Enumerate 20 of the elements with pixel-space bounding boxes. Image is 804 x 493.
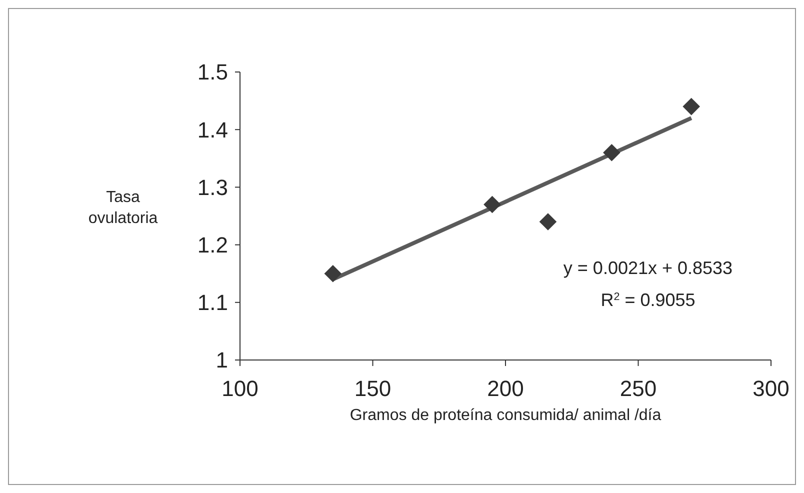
point [324,264,342,282]
x-tick-label: 300 [752,376,790,401]
point [682,98,700,116]
y-tick-label: 1.4 [197,117,228,142]
annotation: y = 0.0021x + 0.8533 [563,258,733,278]
point [539,213,557,230]
y-tick-label: 1 [216,348,228,373]
y-axis-title: Tasa ovulatoria [88,189,158,227]
y-tick-label: 1.1 [197,290,228,316]
y-tick-label: 1.2 [197,232,228,258]
x-tick-label: 150 [354,376,392,401]
y-tick-label: 1.3 [197,174,228,200]
x-tick-label: 100 [222,376,258,401]
y-tick-label: 1.5 [197,60,228,85]
point [603,144,620,162]
annotation: R$^{2}$ = 0.9055 [600,290,696,310]
x-tick-label: 250 [620,376,657,401]
x-tick-label: 200 [487,376,524,401]
point [484,196,501,214]
x-axis-title: Gramos de proteína consumida/ animal /día [350,407,662,424]
